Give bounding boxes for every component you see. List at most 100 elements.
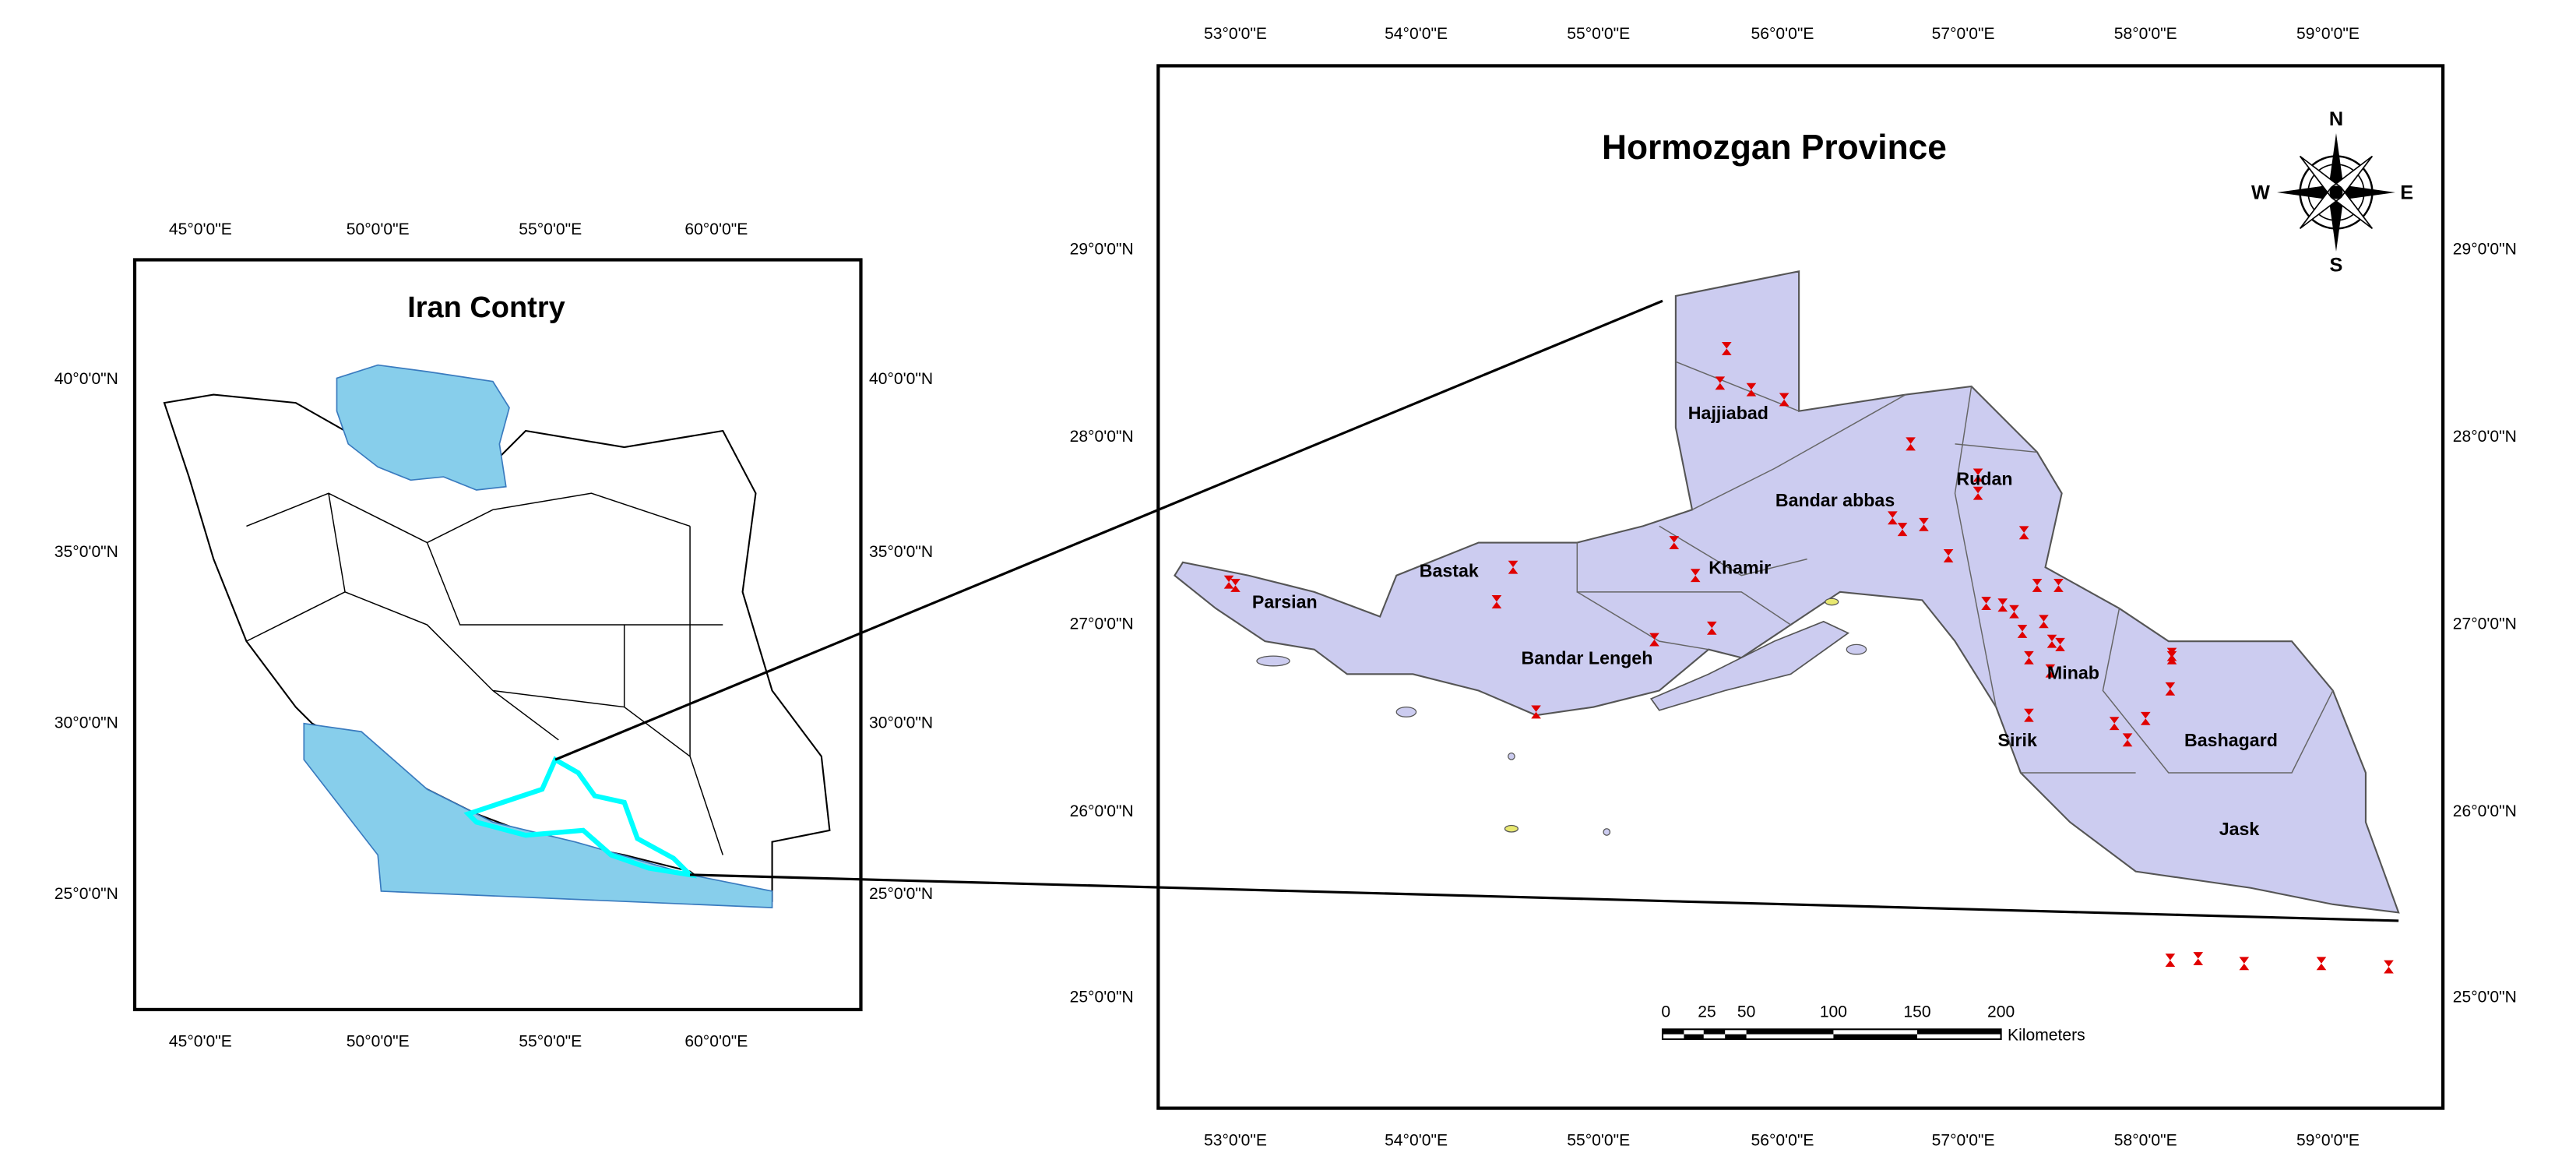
iran-outline [163, 393, 831, 902]
latitude-label: 28°0'0"N [1070, 428, 1134, 446]
station-marker [2140, 711, 2151, 725]
station-marker [1706, 621, 1717, 635]
longitude-label: 58°0'0"E [2114, 1131, 2177, 1149]
connector-line [690, 873, 2399, 922]
latitude-label: 25°0'0"N [1070, 989, 1134, 1007]
station-marker [1779, 393, 1789, 407]
station-marker [1981, 597, 1991, 611]
station-marker [2165, 682, 2176, 696]
place-label: Jask [2219, 819, 2260, 839]
station-marker [1715, 376, 1726, 390]
station-marker [1721, 342, 1732, 355]
latitude-label: 40°0'0"N [869, 370, 933, 388]
station-marker [2018, 526, 2029, 540]
latitude-label: 29°0'0"N [1070, 240, 1134, 258]
islands [1256, 598, 1867, 836]
longitude-label: 55°0'0"E [1567, 1131, 1630, 1149]
scale-label: 150 [1903, 1003, 1930, 1021]
caspian-sea [336, 364, 510, 491]
station-marker [1669, 536, 1680, 549]
compass-rose [2277, 132, 2395, 252]
station-marker [2316, 957, 2327, 971]
county-borders [1576, 361, 2334, 774]
longitude-label: 54°0'0"E [1385, 25, 1448, 43]
latitude-label: 30°0'0"N [869, 714, 933, 732]
longitude-label: 56°0'0"E [1751, 25, 1814, 43]
map-title: Iran Contry [407, 291, 565, 324]
connector-line [554, 299, 1663, 761]
latitude-label: 27°0'0"N [1070, 615, 1134, 633]
hormozgan-inset [463, 756, 698, 879]
longitude-label: 53°0'0"E [1204, 25, 1267, 43]
longitude-label: 50°0'0"E [347, 1033, 410, 1051]
station-marker [2122, 733, 2133, 747]
station-marker [1508, 560, 1519, 574]
longitude-label: 60°0'0"E [684, 220, 748, 238]
latitude-label: 30°0'0"N [55, 714, 118, 732]
latitude-label: 26°0'0"N [1070, 802, 1134, 820]
station-marker [2165, 954, 2176, 968]
station-marker [2055, 637, 2065, 651]
station-marker [2045, 664, 2056, 678]
station-marker [1531, 705, 1541, 719]
station-marker [1690, 569, 1701, 583]
latitude-label: 29°0'0"N [2453, 240, 2517, 258]
station-marker [2166, 650, 2177, 665]
latitude-label: 25°0'0"N [869, 885, 933, 903]
place-label: Khamir [1709, 557, 1771, 577]
stations [1223, 342, 2394, 974]
latitude-label: 25°0'0"N [55, 885, 118, 903]
qeshm-island [1649, 620, 1850, 711]
latitude-label: 25°0'0"N [2453, 989, 2517, 1007]
longitude-label: 53°0'0"E [1204, 1131, 1267, 1149]
place-label: Hajjiabad [1688, 403, 1768, 423]
longitude-label: 58°0'0"E [2114, 25, 2177, 43]
map-title: Hormozgan Province [1602, 129, 1947, 167]
longitude-label: 59°0'0"E [2296, 1131, 2360, 1149]
latitude-label: 27°0'0"N [2453, 615, 2517, 633]
place-label: Minab [2047, 662, 2099, 682]
latitude-label: 26°0'0"N [2453, 802, 2517, 820]
hormozgan-province [1174, 270, 2400, 914]
longitude-label: 45°0'0"E [169, 1033, 232, 1051]
scale-bar [1661, 1028, 2002, 1040]
place-label: Sirik [1998, 730, 2037, 750]
station-marker [1649, 633, 1659, 647]
station-marker [1746, 383, 1757, 397]
compass-letter: E [2400, 182, 2413, 204]
scale-label: 0 [1661, 1003, 1670, 1021]
compass-letter: S [2330, 255, 2343, 277]
longitude-label: 56°0'0"E [1751, 1131, 1814, 1149]
station-marker [1972, 468, 1983, 482]
latitude-label: 28°0'0"N [2453, 428, 2517, 446]
station-marker [2046, 634, 2057, 648]
place-label: Bashagard [2184, 730, 2278, 750]
longitude-label: 55°0'0"E [519, 220, 582, 238]
latitude-label: 35°0'0"N [55, 543, 118, 561]
station-marker [2024, 650, 2034, 665]
station-marker [2109, 717, 2120, 731]
longitude-label: 57°0'0"E [1932, 1131, 1995, 1149]
place-label: Bandar Lengeh [1522, 647, 1653, 668]
station-marker [2024, 708, 2034, 722]
scale-label: 200 [1987, 1003, 2015, 1021]
place-label: Bastak [1420, 561, 1479, 581]
latitude-label: 40°0'0"N [55, 370, 118, 388]
station-marker [2017, 625, 2028, 638]
compass-letter: W [2251, 182, 2270, 204]
longitude-label: 57°0'0"E [1932, 25, 1995, 43]
scale-unit: Kilometers [2008, 1026, 2085, 1044]
station-marker [1972, 486, 1983, 500]
longitude-label: 60°0'0"E [684, 1033, 748, 1051]
station-marker [2239, 957, 2250, 971]
scale-label: 50 [1737, 1003, 1755, 1021]
station-marker [1888, 511, 1898, 525]
scale-label: 100 [1820, 1003, 1847, 1021]
place-label: Parsian [1252, 592, 1318, 612]
longitude-label: 45°0'0"E [169, 220, 232, 238]
place-label: Rudan [1956, 468, 2012, 488]
scale-label: 25 [1698, 1003, 1716, 1021]
station-marker [1919, 517, 1929, 531]
